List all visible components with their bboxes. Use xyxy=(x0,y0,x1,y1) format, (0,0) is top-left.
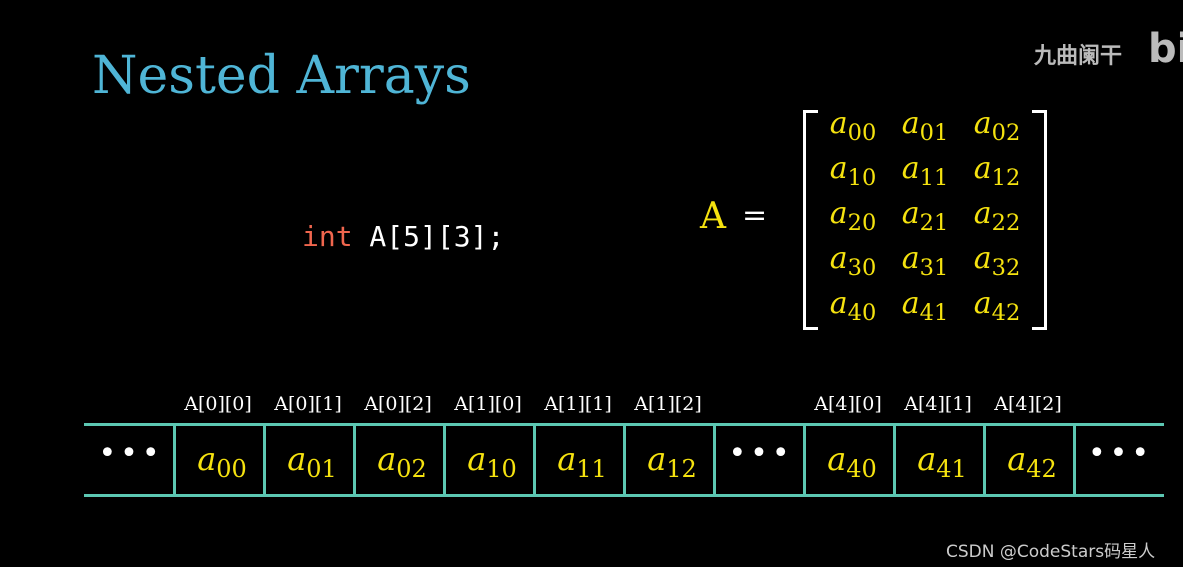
matrix-element: a02 xyxy=(973,106,1021,146)
cell-index-label: A[1][2] xyxy=(634,393,702,415)
matrix-name: A xyxy=(700,196,726,237)
cell-index-label: A[4][1] xyxy=(904,393,972,415)
matrix-element: a30 xyxy=(829,241,877,281)
cell-divider xyxy=(893,425,896,497)
memory-cell: a11 xyxy=(557,440,607,484)
cell-divider xyxy=(533,425,536,497)
matrix-element: a42 xyxy=(973,286,1021,326)
cell-divider xyxy=(983,425,986,497)
memory-cell: a41 xyxy=(917,440,967,484)
cell-divider xyxy=(1073,425,1076,497)
matrix-element: a12 xyxy=(973,151,1021,191)
matrix-element: a10 xyxy=(829,151,877,191)
memory-cell: a12 xyxy=(647,440,697,484)
matrix-right-bracket xyxy=(1032,110,1047,330)
matrix-element: a21 xyxy=(901,196,949,236)
cell-index-label: A[1][1] xyxy=(544,393,612,415)
cell-index-label: A[4][2] xyxy=(994,393,1062,415)
credit: CSDN @CodeStars码星人 xyxy=(946,542,1156,562)
code-rest: A[5][3]; xyxy=(352,220,505,253)
watermark-text: 九曲阑干 xyxy=(1034,44,1123,69)
page-title: Nested Arrays xyxy=(92,46,471,106)
cell-divider xyxy=(173,425,176,497)
ellipsis: ••• xyxy=(728,436,794,471)
matrix-element: a01 xyxy=(901,106,949,146)
matrix-left-bracket xyxy=(803,110,818,330)
memory-cell: a40 xyxy=(827,440,877,484)
matrix-element: a00 xyxy=(829,106,877,146)
matrix-element: a32 xyxy=(973,241,1021,281)
bilibili-logo: bil xyxy=(1148,26,1183,72)
cell-index-label: A[4][0] xyxy=(814,393,882,415)
matrix-element: a22 xyxy=(973,196,1021,236)
cell-divider xyxy=(803,425,806,497)
cell-divider xyxy=(353,425,356,497)
equals-sign: = xyxy=(742,198,768,233)
memory-cell: a10 xyxy=(467,440,517,484)
cell-divider xyxy=(623,425,626,497)
ellipsis: ••• xyxy=(98,436,164,471)
cell-index-label: A[0][2] xyxy=(364,393,432,415)
cell-index-label: A[1][0] xyxy=(454,393,522,415)
cell-index-label: A[0][0] xyxy=(184,393,252,415)
ellipsis: ••• xyxy=(1087,436,1154,471)
code-declaration: int A[5][3]; xyxy=(302,220,504,253)
memory-cell: a01 xyxy=(287,440,337,484)
matrix-element: a20 xyxy=(829,196,877,236)
matrix-element: a40 xyxy=(829,286,877,326)
memory-cell: a00 xyxy=(197,440,247,484)
cell-divider xyxy=(263,425,266,497)
memory-cell: a02 xyxy=(377,440,427,484)
code-keyword: int xyxy=(302,220,353,253)
cell-divider xyxy=(713,425,716,497)
matrix-element: a11 xyxy=(901,151,949,191)
matrix-element: a31 xyxy=(901,241,949,281)
cell-index-label: A[0][1] xyxy=(274,393,342,415)
matrix-element: a41 xyxy=(901,286,949,326)
memory-cell: a42 xyxy=(1007,440,1057,484)
memory-top-line xyxy=(84,423,1164,426)
cell-divider xyxy=(443,425,446,497)
